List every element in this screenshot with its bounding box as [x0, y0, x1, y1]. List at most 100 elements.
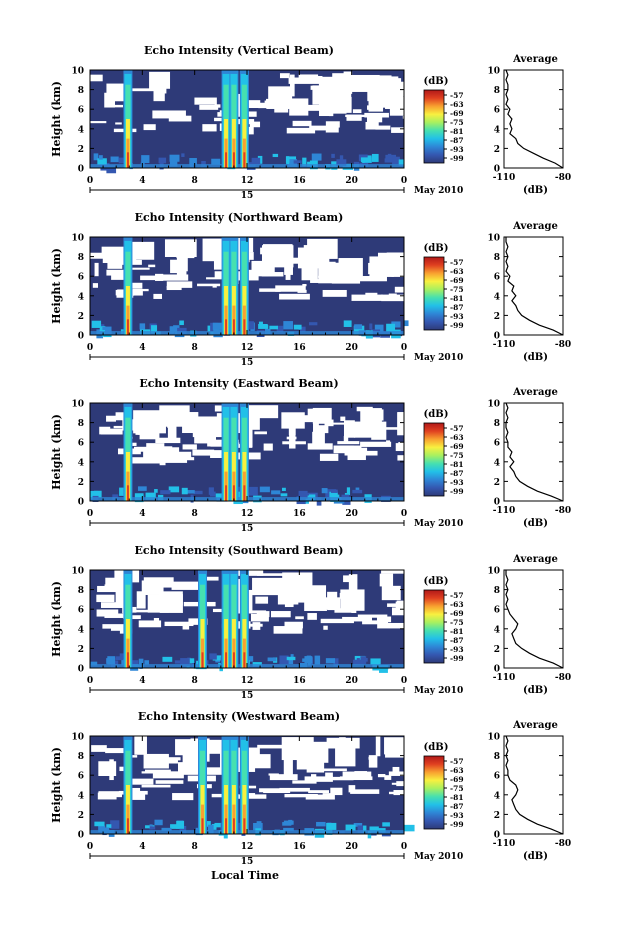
- data-gap: [347, 421, 365, 431]
- data-gap: [104, 92, 115, 108]
- data-gap: [166, 286, 182, 291]
- band-cell: [265, 325, 269, 329]
- data-gap: [284, 621, 303, 629]
- colorbar-label: (dB): [424, 409, 449, 420]
- data-gap: [105, 748, 127, 754]
- data-gap: [252, 622, 261, 630]
- colorbar-tick-label: -93: [450, 145, 464, 154]
- data-gap: [384, 737, 410, 755]
- band-cell: [382, 822, 390, 827]
- data-gap: [374, 273, 390, 276]
- band-cell: [302, 658, 309, 662]
- band-cell: [207, 824, 214, 834]
- band-cell: [258, 321, 263, 327]
- band-cell: [141, 155, 150, 164]
- y-tick-label: 0: [78, 831, 84, 841]
- data-gap: [202, 124, 217, 132]
- data-gap: [362, 620, 389, 625]
- x-tick-label: 4: [139, 842, 145, 852]
- data-gap: [129, 241, 155, 260]
- data-gap: [343, 436, 349, 443]
- band-cell: [271, 490, 281, 495]
- band-cell: [286, 156, 290, 165]
- data-gap: [140, 275, 166, 281]
- data-gap: [157, 446, 173, 452]
- echo-layer: [232, 818, 235, 834]
- data-gap: [350, 789, 380, 794]
- band-cell: [316, 821, 326, 827]
- x-tick-label: 4: [139, 509, 145, 519]
- band-cell: [215, 493, 223, 498]
- echo-layer: [126, 319, 129, 335]
- y-tick-label: 4: [78, 458, 84, 468]
- data-gap: [354, 259, 363, 273]
- x-tick-label: 4: [139, 676, 145, 686]
- data-gap: [365, 121, 379, 130]
- data-gap: [143, 124, 156, 131]
- data-gap: [292, 120, 312, 127]
- band-cell: [119, 487, 125, 496]
- x-tick-label: 16: [293, 343, 306, 353]
- echo-layer: [225, 818, 228, 834]
- date-label: May 2010: [414, 686, 463, 696]
- echo-layer: [201, 818, 204, 834]
- data-gap: [259, 788, 280, 793]
- data-gap: [90, 252, 107, 259]
- profile-x-tick-label: -80: [555, 673, 571, 683]
- data-gap: [90, 74, 103, 82]
- profile-x-tick-label: -80: [555, 839, 571, 849]
- data-gap: [159, 405, 190, 427]
- y-tick-label: 6: [78, 606, 84, 616]
- echo-layer: [243, 818, 246, 834]
- colorbar-tick-label: -57: [450, 258, 464, 267]
- band-cell: [330, 489, 338, 493]
- y-tick-label: 2: [78, 811, 84, 821]
- data-gap: [388, 293, 397, 301]
- data-gap: [110, 627, 128, 631]
- band-cell: [385, 154, 397, 160]
- x-tick-label: 20: [345, 676, 358, 686]
- data-gap: [243, 793, 256, 797]
- echo-column: [123, 70, 133, 168]
- band-cell: [235, 822, 243, 827]
- colorbar-tick-label: -93: [450, 312, 464, 321]
- data-gap: [394, 623, 400, 629]
- profile-title: Average: [512, 554, 558, 565]
- profile-title: Average: [512, 54, 558, 65]
- data-gap: [297, 103, 304, 111]
- data-gap: [152, 110, 186, 119]
- day-label: 15: [241, 191, 254, 201]
- band-cell: [106, 165, 117, 174]
- panel-1: Echo Intensity (Vertical Beam) 0 2 4 6 8 10 Hei…: [50, 44, 571, 201]
- echo-column: [229, 70, 239, 168]
- echo-layer: [126, 485, 129, 501]
- data-gap: [307, 613, 317, 620]
- band-cell: [161, 827, 172, 831]
- data-gap: [269, 774, 298, 781]
- data-gap: [148, 264, 156, 268]
- band-cell: [403, 320, 409, 327]
- y-tick-label: 4: [78, 125, 84, 135]
- data-gap: [395, 601, 409, 609]
- data-gap: [153, 293, 163, 299]
- data-gap: [342, 616, 373, 622]
- band-cell: [209, 653, 217, 660]
- data-gap: [141, 784, 171, 788]
- band-cell: [288, 819, 293, 825]
- data-gap: [286, 436, 297, 440]
- band-cell: [245, 321, 254, 330]
- data-gap: [254, 431, 267, 435]
- y-tick-label: 6: [78, 772, 84, 782]
- data-gap: [100, 602, 133, 608]
- y-axis-label: Height (km): [50, 414, 63, 490]
- colorbar: [423, 755, 445, 830]
- band-cell: [325, 658, 336, 664]
- band-cell: [333, 658, 339, 667]
- colorbar-tick-label: -75: [450, 118, 464, 127]
- echo-layer: [225, 652, 228, 668]
- x-tick-label: 0: [87, 842, 93, 852]
- profile-x-label: (dB): [523, 685, 548, 696]
- colorbar-tick-label: -69: [450, 775, 464, 784]
- data-gap: [348, 574, 358, 592]
- colorbar-tick-label: -69: [450, 609, 464, 618]
